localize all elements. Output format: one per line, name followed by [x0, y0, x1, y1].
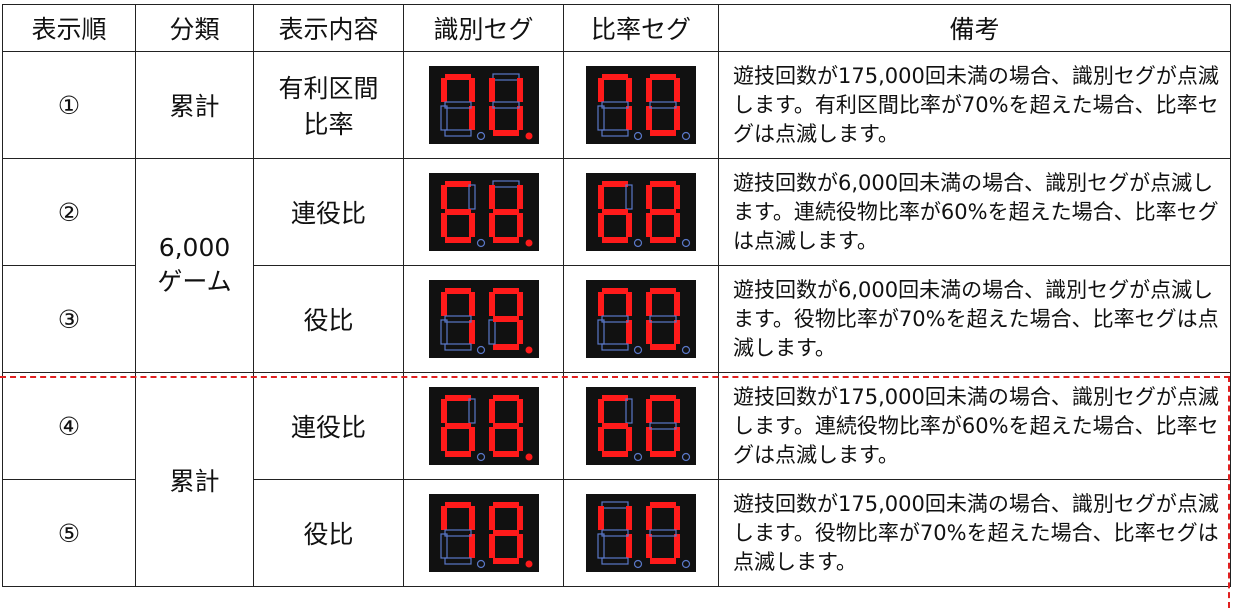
table-row: ① 累計 有利区間 比率 遊技回数が175,000回未満の場合、識別セグが点滅します。…	[2, 51, 1231, 159]
header-cell: 識別セグ	[403, 4, 564, 52]
header-cell: 表示内容	[253, 4, 404, 52]
order-cell: ⑤	[2, 479, 136, 587]
seven-seg-display	[586, 387, 696, 465]
remarks-cell: 遊技回数が6,000回未満の場合、識別セグが点滅します。連続役物比率が60%を超…	[718, 158, 1231, 266]
ratio-seg-cell	[563, 265, 719, 373]
seven-seg-display	[428, 280, 539, 358]
seven-seg-display	[428, 387, 539, 465]
ratio-seg-cell	[563, 51, 719, 159]
id-seg-cell	[403, 265, 564, 373]
header-cell: 備考	[718, 4, 1231, 52]
header-cell: 比率セグ	[563, 4, 719, 52]
content-cell: 役比	[253, 265, 404, 373]
content-cell: 連役比	[253, 158, 404, 266]
table-row: ④ 累計 連役比 遊技回数が175,000回未満の場合、識別セグが点滅します。連続役物…	[2, 372, 1231, 587]
ratio-seg-cell	[563, 158, 719, 266]
ratio-seg-cell	[563, 372, 719, 480]
page: 表示順 分類 表示内容 識別セグ 比率セグ 備考 ① 累計 有利区間 比率 遊技回数が175,0…	[0, 4, 1231, 608]
remarks-cell: 遊技回数が175,000回未満の場合、識別セグが点滅します。連続役物比率が60%…	[718, 372, 1231, 480]
category-cell: 累計	[135, 51, 254, 159]
content-cell: 役比	[253, 479, 404, 587]
content-cell: 連役比	[253, 372, 404, 480]
order-cell: ④	[2, 372, 136, 480]
header-cell: 表示順	[2, 4, 136, 52]
category-cell: 累計	[135, 372, 254, 587]
id-seg-cell	[403, 158, 564, 266]
seven-seg-display	[428, 494, 539, 572]
table: 表示順 分類 表示内容 識別セグ 比率セグ 備考 ① 累計 有利区間 比率 遊技回数が175,0…	[2, 4, 1231, 587]
order-cell: ②	[2, 158, 136, 266]
table-row: ⑤ 役比 遊技回数が175,000回未満の場合、識別セグが点滅します。役物比率が70…	[2, 479, 1231, 587]
seven-seg-display	[428, 66, 539, 144]
id-seg-cell	[403, 51, 564, 159]
remarks-cell: 遊技回数が175,000回未満の場合、識別セグが点滅します。有利区間比率が70%…	[718, 51, 1231, 159]
ratio-seg-cell	[563, 479, 719, 587]
header-cell: 分類	[135, 4, 254, 52]
table-row: ③ 役比 遊技回数が6,000回未満の場合、識別セグが点滅します。役物比率が70%を…	[2, 265, 1231, 373]
seven-seg-display	[586, 66, 696, 144]
table-row: ② 6,000 ゲーム 連役比遊技回数が6,000回未満の場合、識別セグが点滅します…	[2, 158, 1231, 373]
category-cell: 6,000 ゲーム	[135, 158, 254, 373]
seven-seg-display	[586, 173, 696, 251]
table-body: ① 累計 有利区間 比率 遊技回数が175,000回未満の場合、識別セグが点滅します。…	[2, 51, 1231, 587]
remarks-cell: 遊技回数が175,000回未満の場合、識別セグが点滅します。役物比率が70%を超…	[718, 479, 1231, 587]
content-cell: 有利区間 比率	[253, 51, 404, 159]
seven-seg-display	[428, 173, 539, 251]
order-cell: ①	[2, 51, 136, 159]
seven-seg-display	[586, 494, 696, 572]
header-row: 表示順 分類 表示内容 識別セグ 比率セグ 備考	[2, 4, 1231, 52]
remarks-cell: 遊技回数が6,000回未満の場合、識別セグが点滅します。役物比率が70%を超えた…	[718, 265, 1231, 373]
id-seg-cell	[403, 479, 564, 587]
seven-seg-display	[586, 280, 696, 358]
order-cell: ③	[2, 265, 136, 373]
id-seg-cell	[403, 372, 564, 480]
